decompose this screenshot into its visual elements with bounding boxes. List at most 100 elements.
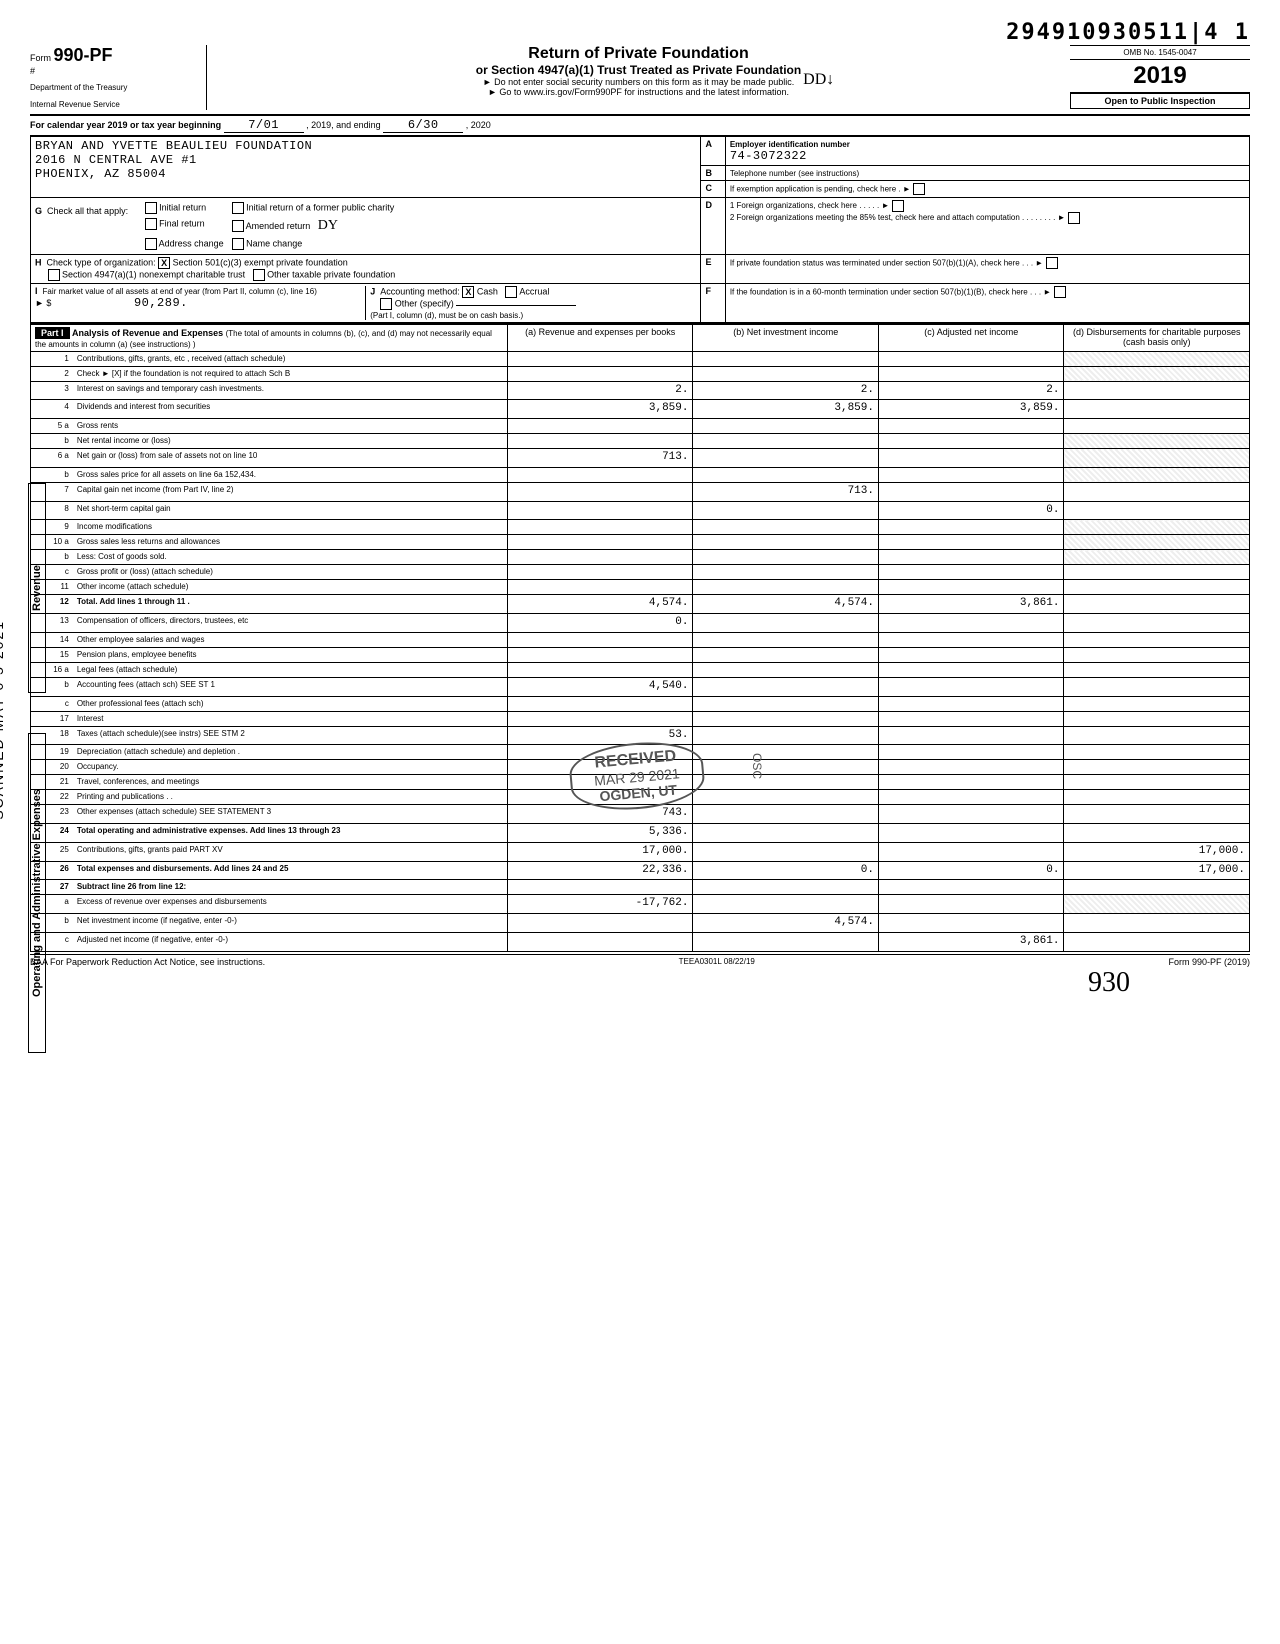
footer-code: TEEA0301L 08/22/19	[679, 957, 755, 967]
d2-check[interactable]	[1068, 212, 1080, 224]
table-row: 2Check ► [X] if the foundation is not re…	[31, 366, 1250, 381]
stamp-scanned: SCANNED MAY 0 5 2021	[0, 620, 6, 820]
period-label: For calendar year 2019 or tax year begin…	[30, 120, 221, 130]
table-row: 10 aGross sales less returns and allowan…	[31, 535, 1250, 550]
i-arrow: ► $	[35, 298, 51, 308]
table-row: 4Dividends and interest from securities3…	[31, 400, 1250, 419]
col-b: (b) Net investment income	[693, 324, 879, 352]
h-other-check[interactable]	[253, 269, 265, 281]
box-d1: 1 Foreign organizations, check here . . …	[730, 201, 890, 210]
g-initial-former[interactable]	[232, 202, 244, 214]
box-c-check[interactable]	[913, 183, 925, 195]
h-opt3: Other taxable private foundation	[267, 269, 395, 279]
g-final-return[interactable]	[145, 218, 157, 230]
g-opt-4: Amended return	[246, 221, 311, 231]
e-check[interactable]	[1046, 257, 1058, 269]
org-addr1: 2016 N CENTRAL AVE #1	[35, 153, 696, 167]
g-label: Check all that apply:	[47, 206, 128, 216]
omb-number: OMB No. 1545-0047	[1070, 45, 1250, 59]
table-row: bAccounting fees (attach sch) SEE ST 14,…	[31, 677, 1250, 696]
table-row: 16 aLegal fees (attach schedule)	[31, 662, 1250, 677]
table-row: 5 aGross rents	[31, 419, 1250, 434]
j-accrual-check[interactable]	[505, 286, 517, 298]
i-label: Fair market value of all assets at end o…	[43, 287, 317, 296]
col-d: (d) Disbursements for charitable purpose…	[1064, 324, 1250, 352]
period-begin: 7/01	[224, 118, 304, 133]
j-other: Other (specify)	[395, 298, 454, 308]
g-initial-return[interactable]	[145, 202, 157, 214]
period-end-year: , 2020	[466, 120, 491, 130]
h-label: Check type of organization:	[47, 257, 156, 267]
form-prefix: Form	[30, 53, 51, 63]
form-subtitle: or Section 4947(a)(1) Trust Treated as P…	[217, 63, 1060, 77]
g-name-change[interactable]	[232, 238, 244, 250]
org-name: BRYAN AND YVETTE BEAULIEU FOUNDATION	[35, 139, 696, 153]
f-check[interactable]	[1054, 286, 1066, 298]
table-row: 7Capital gain net income (from Part IV, …	[31, 482, 1250, 501]
ein-value: 74-3072322	[730, 149, 807, 163]
instr-line2: ► Go to www.irs.gov/Form990PF for instru…	[217, 87, 1060, 97]
j-accrual: Accrual	[519, 286, 549, 296]
table-row: 18Taxes (attach schedule)(see instrs) SE…	[31, 726, 1250, 745]
ein-label: Employer identification number	[730, 140, 850, 149]
table-row: 1Contributions, gifts, grants, etc , rec…	[31, 351, 1250, 366]
footer-baa: BAA For Paperwork Reduction Act Notice, …	[30, 957, 265, 967]
j-cash: Cash	[477, 286, 498, 296]
j-cash-check[interactable]: X	[462, 286, 474, 298]
table-row: 14Other employee salaries and wages	[31, 632, 1250, 647]
g-address-change[interactable]	[145, 238, 157, 250]
tax-year: 2019	[1070, 59, 1250, 93]
d1-check[interactable]	[892, 200, 904, 212]
table-row: cAdjusted net income (if negative, enter…	[31, 932, 1250, 951]
period-end: 6/30	[383, 118, 463, 133]
table-row: 13Compensation of officers, directors, t…	[31, 614, 1250, 633]
form-number-block: Form 990-PF	[30, 45, 200, 66]
stamp-osc: OSC	[750, 753, 764, 779]
g-opt-2: Address change	[159, 238, 224, 248]
table-row: bLess: Cost of goods sold.	[31, 550, 1250, 565]
footer-form: Form 990-PF (2019)	[1168, 957, 1250, 967]
table-row: 12Total. Add lines 1 through 11 .4,574.4…	[31, 595, 1250, 614]
table-row: 23Other expenses (attach schedule) SEE S…	[31, 805, 1250, 824]
table-row: cOther professional fees (attach sch)	[31, 696, 1250, 711]
box-e: If private foundation status was termina…	[730, 258, 1043, 267]
j-other-check[interactable]	[380, 298, 392, 310]
table-row: 27Subtract line 26 from line 12:	[31, 880, 1250, 895]
box-c: If exemption application is pending, che…	[730, 184, 911, 193]
table-row: cGross profit or (loss) (attach schedule…	[31, 565, 1250, 580]
part1-header: Part I	[35, 327, 70, 339]
org-addr2: PHOENIX, AZ 85004	[35, 167, 696, 181]
h-opt2: Section 4947(a)(1) nonexempt charitable …	[62, 269, 245, 279]
g-hand: DY	[318, 218, 338, 233]
table-row: aExcess of revenue over expenses and dis…	[31, 895, 1250, 914]
table-row: 17Interest	[31, 711, 1250, 726]
form-number: 990-PF	[54, 45, 113, 65]
instr-line1: ► Do not enter social security numbers o…	[483, 77, 795, 87]
revenue-label: Revenue	[28, 483, 46, 693]
h-501c3-check[interactable]: X	[158, 257, 170, 269]
col-c: (c) Adjusted net income	[878, 324, 1064, 352]
box-f: If the foundation is in a 60-month termi…	[730, 287, 1051, 296]
table-row: 11Other income (attach schedule)	[31, 580, 1250, 595]
dln: 294910930511|4 1	[30, 20, 1250, 45]
table-row: 21Travel, conferences, and meetings	[31, 775, 1250, 790]
table-row: 19Depreciation (attach schedule) and dep…	[31, 745, 1250, 760]
form-title: Return of Private Foundation	[217, 45, 1060, 63]
j-label: Accounting method:	[380, 286, 460, 296]
table-row: 9Income modifications	[31, 520, 1250, 535]
g-opt-5: Name change	[246, 238, 302, 248]
h-opt1: Section 501(c)(3) exempt private foundat…	[173, 257, 348, 267]
table-row: 22Printing and publications . .	[31, 790, 1250, 805]
h-4947-check[interactable]	[48, 269, 60, 281]
g-amended-return[interactable]	[232, 220, 244, 232]
g-opt-0: Initial return	[159, 202, 206, 212]
table-row: 8Net short-term capital gain0.	[31, 501, 1250, 520]
period-mid: , 2019, and ending	[306, 120, 381, 130]
col-a: (a) Revenue and expenses per books	[507, 324, 693, 352]
phone-label: Telephone number (see instructions)	[730, 169, 859, 178]
table-row: bNet rental income or (loss)	[31, 434, 1250, 449]
table-row: 15Pension plans, employee benefits	[31, 647, 1250, 662]
table-row: 25Contributions, gifts, grants paid PART…	[31, 842, 1250, 861]
box-d2: 2 Foreign organizations meeting the 85% …	[730, 213, 1066, 222]
table-row: 26Total expenses and disbursements. Add …	[31, 861, 1250, 880]
